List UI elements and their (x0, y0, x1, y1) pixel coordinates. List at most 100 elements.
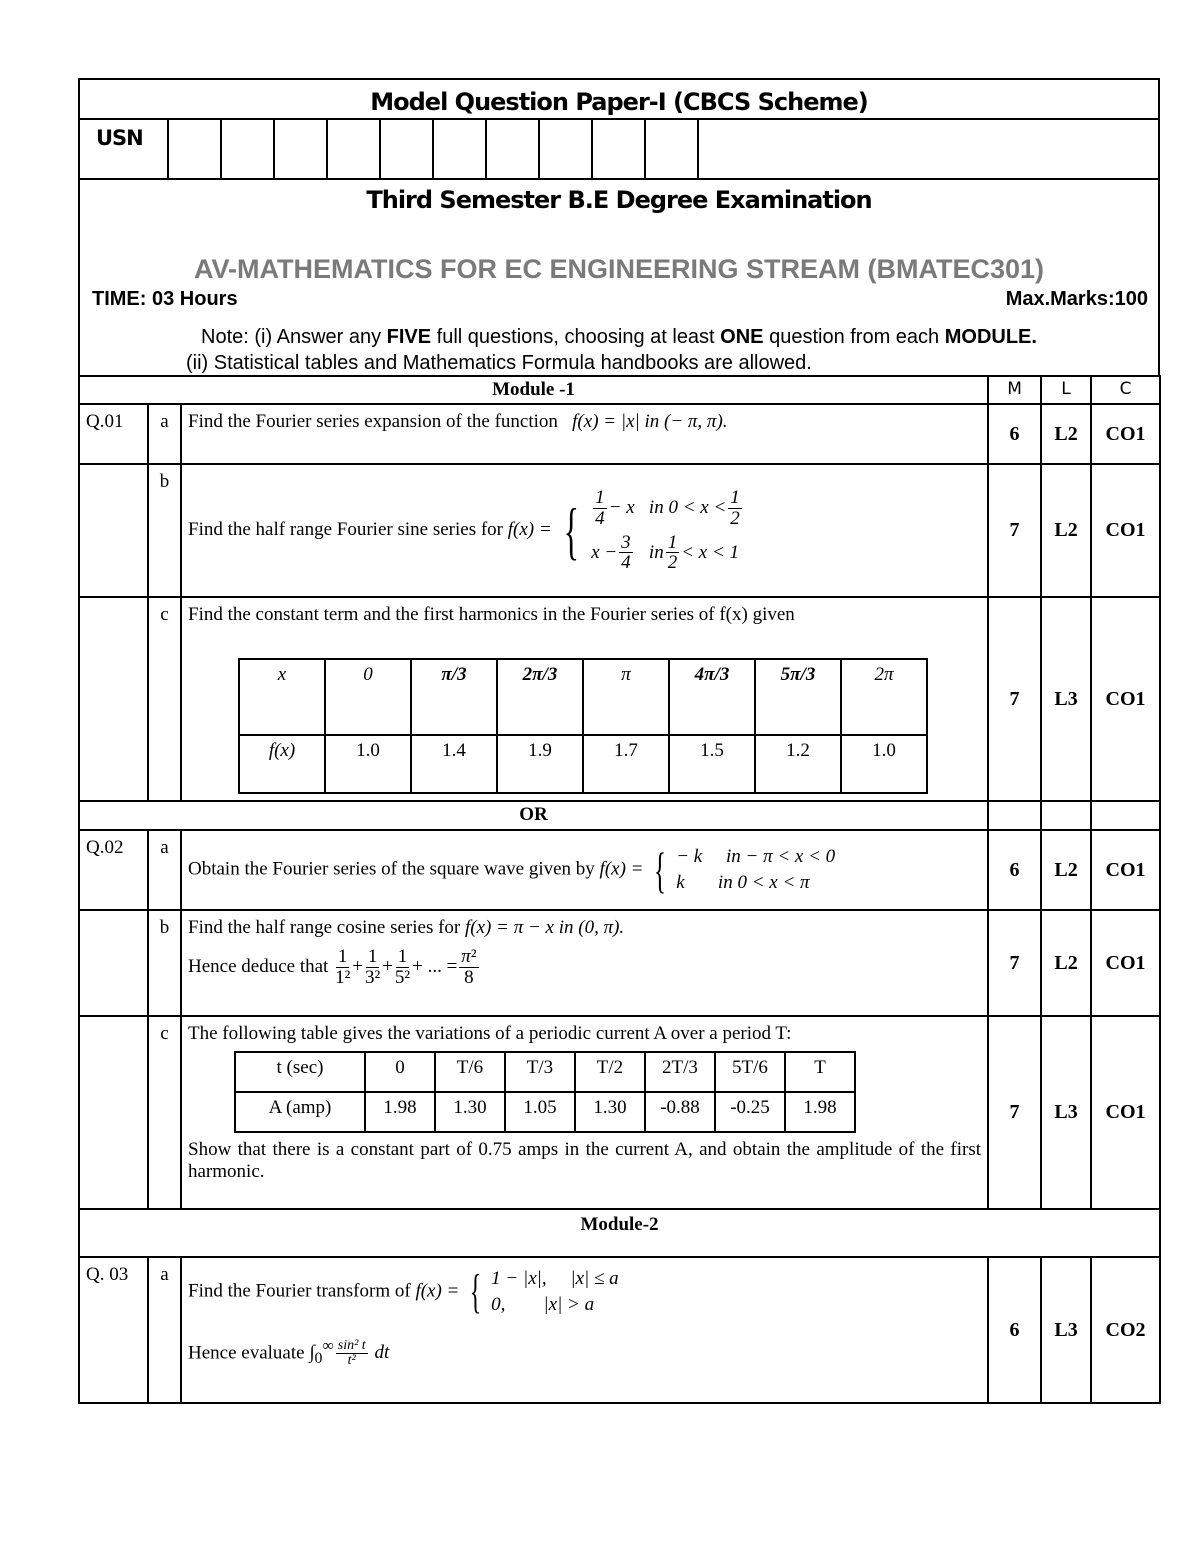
current-value-cell: 1.30 (434, 1091, 506, 1133)
level: L2 (1040, 909, 1093, 1017)
fx-value-cell: 1.0 (324, 734, 412, 794)
usn-digit-box[interactable] (273, 120, 275, 178)
usn-row: USN (80, 118, 1158, 180)
question-row: Q.01 a Find the Fourier series expansion… (78, 403, 1162, 465)
or-separator: OR (77, 800, 1162, 831)
brace-icon: { (564, 494, 580, 566)
empty-cell (1040, 800, 1093, 831)
fx-value-cell: 1.0 (840, 734, 928, 794)
note-bold: MODULE. (944, 326, 1037, 348)
empty-cell (1090, 800, 1162, 831)
empty-cell (78, 1015, 149, 1210)
current-value-cell: 1.98 (784, 1091, 856, 1133)
course-outcome: CO1 (1090, 403, 1162, 465)
level: L3 (1040, 1256, 1093, 1404)
question-text: Find the half range Fourier sine series … (179, 463, 990, 598)
formula: < x < 1 (681, 541, 740, 563)
time-header-cell: 5T/6 (714, 1051, 786, 1093)
question-number: Q.01 (78, 403, 149, 465)
x-value-cell: π/3 (410, 658, 498, 736)
x-value-cell: 4π/3 (668, 658, 756, 736)
question-row: c The following table gives the variatio… (78, 1015, 1162, 1210)
current-data-table: t (sec) 0 T/6 T/3 T/2 2T/3 5T/6 T A (amp) 1.98 1.… (234, 1051, 856, 1133)
x-value-cell: 0 (324, 658, 412, 736)
course-outcome: CO1 (1090, 829, 1162, 911)
empty-cell (78, 463, 149, 598)
question-part: b (147, 909, 182, 1017)
course-outcome: CO1 (1090, 909, 1162, 1017)
question-row: b Find the half range cosine series for … (78, 909, 1162, 1017)
formula: x − (591, 541, 618, 563)
question-part: a (147, 403, 182, 465)
fx-value-cell: 1.4 (410, 734, 498, 794)
question-number: Q. 03 (78, 1256, 149, 1404)
or-label: OR (77, 800, 990, 831)
paper-header: Model Question Paper-I (CBCS Scheme) USN… (78, 78, 1160, 377)
piecewise-formula: { 1 4− x in 0 < x <1 2 x −3 4 in 1 2 < x < 1 (564, 486, 742, 574)
course-outcome: CO1 (1090, 463, 1162, 598)
subject-title: AV-MATHEMATICS FOR EC ENGINEERING STREAM… (193, 254, 1045, 284)
question-text: Obtain the Fourier series of the square … (179, 829, 990, 911)
marks: 6 (987, 1256, 1043, 1404)
question-text: Show that there is a constant part of 0.… (188, 1139, 982, 1182)
note-line-2: (ii) Statistical tables and Mathematics … (186, 352, 812, 374)
x-label-cell: x (238, 658, 326, 736)
piecewise-formula: {1 − |x|, |x| ≤ a 0, |x| > a (464, 1268, 619, 1316)
question-row: b Find the half range Fourier sine serie… (78, 463, 1162, 598)
question-text: Hence evaluate (188, 1342, 305, 1364)
question-part: c (147, 596, 182, 802)
course-outcome: CO1 (1090, 1015, 1162, 1210)
fx-value-cell: 1.7 (582, 734, 670, 794)
module-1-title: Module -1 (77, 375, 990, 405)
formula: f(x) = (507, 518, 552, 540)
time-header-cell: 2T/3 (644, 1051, 716, 1093)
x-value-cell: 5π/3 (754, 658, 842, 736)
question-text: Find the Fourier transform of (188, 1280, 411, 1302)
usn-box-end[interactable] (697, 120, 699, 178)
question-row: c Find the constant term and the first h… (78, 596, 1162, 802)
note-text: question from each (763, 326, 945, 348)
exam-time: TIME: 03 Hours (92, 288, 238, 310)
brace-icon: { (654, 842, 667, 898)
usn-digit-box[interactable] (220, 120, 222, 178)
question-table: Module -1 M L C Q.01 a Find the Fourier … (77, 375, 1162, 1404)
usn-digit-box[interactable] (379, 120, 381, 178)
formula: 1 − |x|, |x| ≤ a (491, 1268, 619, 1289)
usn-digit-box[interactable] (591, 120, 593, 178)
time-header-cell: T/2 (574, 1051, 646, 1093)
formula: in 0 < x < (648, 496, 727, 518)
marks: 7 (987, 463, 1043, 598)
question-part: c (147, 1015, 182, 1210)
level: L3 (1040, 1015, 1093, 1210)
usn-digit-box[interactable] (485, 120, 487, 178)
question-part: a (147, 829, 182, 911)
current-value-cell: -0.88 (644, 1091, 716, 1133)
level: L2 (1040, 403, 1093, 465)
question-part: a (147, 1256, 182, 1404)
max-marks: Max.Marks:100 (1005, 288, 1148, 310)
usn-digit-box[interactable] (326, 120, 328, 178)
integral-formula: ∫0∞ sin² t t² dt (309, 1337, 390, 1369)
time-header-cell: T/3 (504, 1051, 576, 1093)
level: L3 (1040, 596, 1093, 802)
module-2-title: Module-2 (77, 1208, 1162, 1258)
usn-digit-box[interactable] (644, 120, 646, 178)
usn-digit-box[interactable] (167, 120, 169, 178)
time-header-cell: t (sec) (234, 1051, 366, 1093)
empty-cell (78, 596, 149, 802)
usn-digit-box[interactable] (432, 120, 434, 178)
marks: 6 (987, 829, 1043, 911)
fx-data-table: x 0 π/3 2π/3 π 4π/3 5π/3 2π f(x) 1.0 1.4 1.9 1.7 1.5… (238, 658, 928, 794)
question-text: Obtain the Fourier series of the square … (188, 858, 595, 880)
empty-cell (78, 909, 149, 1017)
question-text: Find the Fourier series expansion of the… (179, 403, 990, 465)
current-value-cell: 1.05 (504, 1091, 576, 1133)
note-text: full questions, choosing at least (431, 326, 721, 348)
question-part: b (147, 463, 182, 598)
fx-value-cell: 1.9 (496, 734, 584, 794)
question-text: Hence deduce that (188, 955, 329, 977)
usn-digit-box[interactable] (538, 120, 540, 178)
level: L2 (1040, 463, 1093, 598)
time-header-cell: T (784, 1051, 856, 1093)
paper-title: Model Question Paper-I (CBCS Scheme) (370, 88, 868, 116)
